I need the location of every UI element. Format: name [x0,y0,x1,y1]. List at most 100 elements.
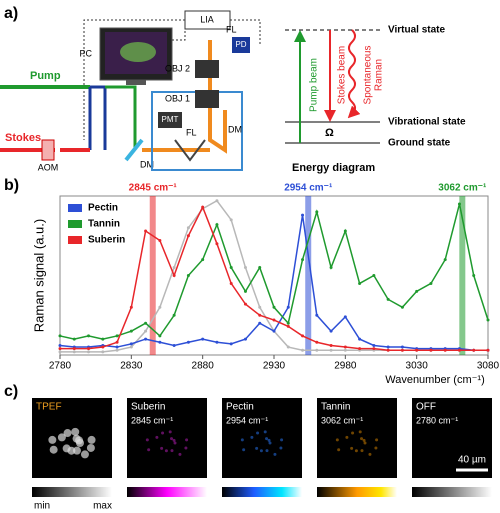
image-speckle [360,449,363,452]
point [87,350,90,353]
point [273,306,276,309]
panel-a: a) PC LIA Pump Stokes AOM DM OBJ 2 OBJ 1… [0,5,466,174]
image-speckle [87,444,95,452]
image-speckle [50,446,58,454]
image-title: OFF [416,402,436,413]
pd-label: PD [235,40,246,49]
image-speckle [280,438,283,441]
point [330,344,333,347]
point [59,344,62,347]
point [330,349,333,352]
point [372,347,375,350]
point [144,330,147,333]
point [87,347,90,350]
point [372,344,375,347]
point [215,242,218,245]
image-speckle [71,428,79,436]
image-speckle [359,430,362,433]
delay-line [90,87,105,150]
point [230,282,233,285]
objective-1 [195,90,219,108]
image-speckle [363,439,366,442]
point [244,338,247,341]
point [201,338,204,341]
x-tick-label: 2880 [192,361,215,372]
image-speckle [169,430,172,433]
spontaneous-label: Spontaneous [363,46,374,105]
pump-path [105,87,135,150]
objective-2 [195,60,219,78]
peak-label: 2954 cm⁻¹ [284,183,333,194]
image-speckle [170,449,173,452]
pc-label: PC [79,48,92,58]
image-speckle [337,448,340,451]
panel-label: a) [4,5,18,22]
cable [172,30,185,40]
point [59,334,62,337]
legend-label: Pectin [88,203,118,214]
image-speckle [81,450,89,458]
image-speckle [147,448,150,451]
point [116,334,119,337]
point [116,346,119,349]
legend-swatch [68,220,82,228]
point [244,266,247,269]
point [415,349,418,352]
point [158,306,161,309]
peak-label: 2845 cm⁻¹ [129,183,178,194]
image-speckle [241,438,244,441]
point [130,342,133,345]
raman-label: Raman [374,59,385,91]
point [458,202,461,205]
point [415,290,418,293]
image-speckle [242,448,245,451]
legend-swatch [68,204,82,212]
image-speckle [375,438,378,441]
point [230,266,233,269]
image-speckle [279,446,282,449]
point [472,349,475,352]
point [187,341,190,344]
image-speckle [265,437,268,440]
aom [42,140,54,160]
point [287,325,290,328]
image-speckle [73,447,81,455]
image-speckle [146,438,149,441]
colorbar-max: max [93,501,112,512]
point [372,274,375,277]
image-speckle [265,449,268,452]
point [344,315,347,318]
image-speckle [185,438,188,441]
point [215,341,218,344]
image-speckle [364,442,367,445]
pump-label: Pump [30,70,61,82]
point [401,349,404,352]
legend-label: Suberin [88,235,125,246]
point [301,258,304,261]
point [87,334,90,337]
screen-image [120,42,156,62]
point [130,306,133,309]
point [401,346,404,349]
point [444,258,447,261]
peak-band [305,196,311,355]
point [173,314,176,317]
dm-label: DM [228,124,242,134]
scale-bar-label: 40 µm [458,455,486,466]
colorbar [127,487,207,497]
image-subtitle: 2780 cm⁻¹ [416,415,458,425]
point [173,274,176,277]
image-speckle [368,453,371,456]
lia-label: LIA [200,14,214,24]
image-speckle [268,439,271,442]
ground-label: Ground state [388,138,451,149]
x-axis-label: Wavenumber (cm⁻¹) [385,374,485,386]
image-speckle [345,436,348,439]
figure: a) PC LIA Pump Stokes AOM DM OBJ 2 OBJ 1… [0,0,500,513]
image-subtitle: 2845 cm⁻¹ [131,415,173,425]
pmt-label: PMT [162,115,179,124]
point [330,330,333,333]
colorbar [32,487,112,497]
point [59,347,62,350]
point [158,334,161,337]
